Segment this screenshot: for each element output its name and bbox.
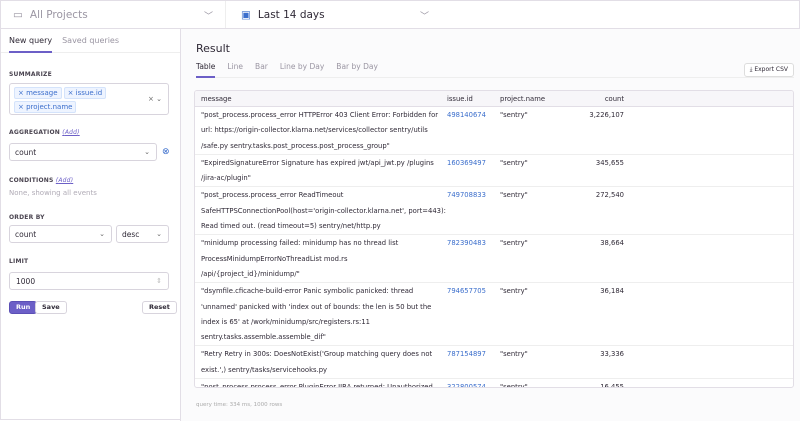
tab-bar-by-day[interactable]: Bar by Day: [336, 62, 378, 71]
cell-message: "post_process.process_error ReadTimeout …: [201, 191, 446, 231]
project-selector[interactable]: ▭ All Projects ﹀: [1, 1, 226, 28]
query-sidebar: New query Saved queries SUMMARIZE × mess…: [1, 29, 181, 421]
cell-message: "post_process.process_error PluginError …: [201, 383, 435, 388]
cell-issue-id: 322800574: [447, 380, 500, 388]
tab-line-by-day[interactable]: Line by Day: [279, 62, 325, 71]
issue-link[interactable]: 794657705: [447, 287, 486, 296]
tab-line[interactable]: Line: [227, 62, 244, 71]
cell-issue-id: 498140674: [447, 108, 500, 154]
cell-count: 16,455: [600, 383, 624, 388]
save-button[interactable]: Save: [35, 301, 67, 314]
cell-message: "dsymfile.cficache-build-error Panic sym…: [201, 287, 432, 342]
cell-issue-id: 749708833: [447, 188, 500, 234]
chevron-down-icon: ﹀: [203, 12, 213, 22]
tab-new-query[interactable]: New query: [9, 29, 53, 53]
cell-project: "sentry": [500, 111, 528, 119]
add-aggregation-link[interactable]: (Add): [62, 129, 80, 136]
conditions-empty: None, showing all events: [9, 189, 97, 197]
table-header: message issue.id project.name count: [195, 91, 793, 107]
table-row: "ExpiredSignatureError Signature has exp…: [195, 155, 793, 188]
limit-label: LIMIT: [9, 258, 29, 265]
chevron-down-icon: ﹀: [419, 12, 429, 22]
date-range-selector[interactable]: ▣ Last 14 days ﹀: [241, 8, 429, 23]
remove-aggregation-icon[interactable]: ⊗: [162, 147, 170, 157]
summarize-label: SUMMARIZE: [9, 71, 52, 78]
page-title: Result: [196, 42, 230, 55]
limit-input[interactable]: 1000 ⇕: [9, 272, 169, 290]
top-bar: ▭ All Projects ﹀ ▣ Last 14 days ﹀: [1, 1, 800, 29]
cell-issue-id: 160369497: [447, 156, 500, 187]
issue-link[interactable]: 498140674: [447, 111, 486, 119]
cell-message: "ExpiredSignatureError Signature has exp…: [201, 158, 434, 183]
cell-count: 36,184: [600, 287, 624, 296]
folder-icon: ▭: [13, 8, 23, 21]
cell-issue-id: 794657705: [447, 284, 500, 345]
clear-chevron-icon[interactable]: × ⌄: [148, 95, 162, 103]
add-condition-link[interactable]: (Add): [55, 177, 74, 184]
tab-table[interactable]: Table: [196, 62, 216, 78]
cell-count: 345,655: [595, 158, 624, 167]
cell-project: "sentry": [500, 158, 528, 167]
issue-link[interactable]: 749708833: [447, 191, 486, 200]
column-project-name[interactable]: project.name: [500, 94, 546, 103]
cell-project: "sentry": [500, 239, 528, 248]
table-row: "Retry Retry in 300s: DoesNotExist('Grou…: [195, 346, 793, 380]
cell-project: "sentry": [500, 287, 528, 296]
download-icon: ⤓: [749, 66, 753, 73]
issue-link[interactable]: 782390483: [447, 239, 486, 248]
table-row: "post_process.process_error PluginError …: [195, 379, 793, 388]
column-count[interactable]: count: [604, 94, 624, 103]
summarize-tag[interactable]: × issue.id: [63, 87, 107, 99]
issue-link[interactable]: 322800574: [447, 383, 486, 388]
order-by-field-select[interactable]: count ⌄: [9, 225, 112, 243]
cell-issue-id: 782390483: [447, 236, 500, 282]
export-csv-button[interactable]: ⤓ Export CSV: [743, 63, 794, 77]
table-row: "dsymfile.cficache-build-error Panic sym…: [195, 283, 793, 347]
table-row: "post_process.process_error ReadTimeout …: [195, 187, 793, 236]
order-by-label: ORDER BY: [9, 214, 45, 221]
issue-link[interactable]: 787154897: [447, 350, 486, 359]
conditions-label: CONDITIONS (Add): [9, 177, 74, 184]
column-message[interactable]: message: [201, 94, 232, 103]
run-button[interactable]: Run: [9, 301, 38, 314]
summarize-tag[interactable]: × message: [14, 87, 62, 99]
tab-bar[interactable]: Bar: [255, 62, 268, 71]
cell-project: "sentry": [500, 350, 528, 359]
issue-link[interactable]: 160369497: [447, 158, 486, 167]
cell-message: "minidump processing failed: minidump ha…: [201, 239, 399, 278]
cell-count: 272,540: [595, 191, 624, 200]
result-panel: Result Table Line Bar Line by Day Bar by…: [181, 29, 800, 421]
column-issue-id[interactable]: issue.id: [447, 94, 473, 103]
cell-issue-id: 787154897: [447, 347, 500, 378]
cell-project: "sentry": [500, 383, 528, 388]
table-row: "post_process.process_error HTTPError 40…: [195, 107, 793, 155]
table-row: "minidump processing failed: minidump ha…: [195, 235, 793, 284]
cell-project: "sentry": [500, 191, 528, 200]
calendar-icon: ▣: [241, 8, 251, 21]
summarize-tag[interactable]: × project.name: [14, 101, 77, 113]
aggregation-label: AGGREGATION (Add): [9, 129, 80, 136]
order-direction-select[interactable]: desc ⌄: [116, 225, 169, 243]
cell-message: "Retry Retry in 300s: DoesNotExist('Grou…: [201, 350, 433, 374]
results-table: message issue.id project.name count "pos…: [194, 90, 794, 388]
aggregation-select[interactable]: count ⌄: [9, 143, 157, 161]
cell-count: 3,226,107: [589, 111, 624, 119]
summarize-input[interactable]: × message × issue.id × project.name × ⌄: [9, 83, 169, 115]
tab-saved-queries[interactable]: Saved queries: [62, 35, 120, 45]
cell-count: 33,336: [600, 350, 624, 359]
query-time: query time: 334 ms, 1000 rows: [196, 402, 283, 408]
cell-count: 38,664: [600, 239, 624, 248]
cell-message: "post_process.process_error HTTPError 40…: [201, 111, 439, 150]
reset-button[interactable]: Reset: [142, 301, 177, 314]
